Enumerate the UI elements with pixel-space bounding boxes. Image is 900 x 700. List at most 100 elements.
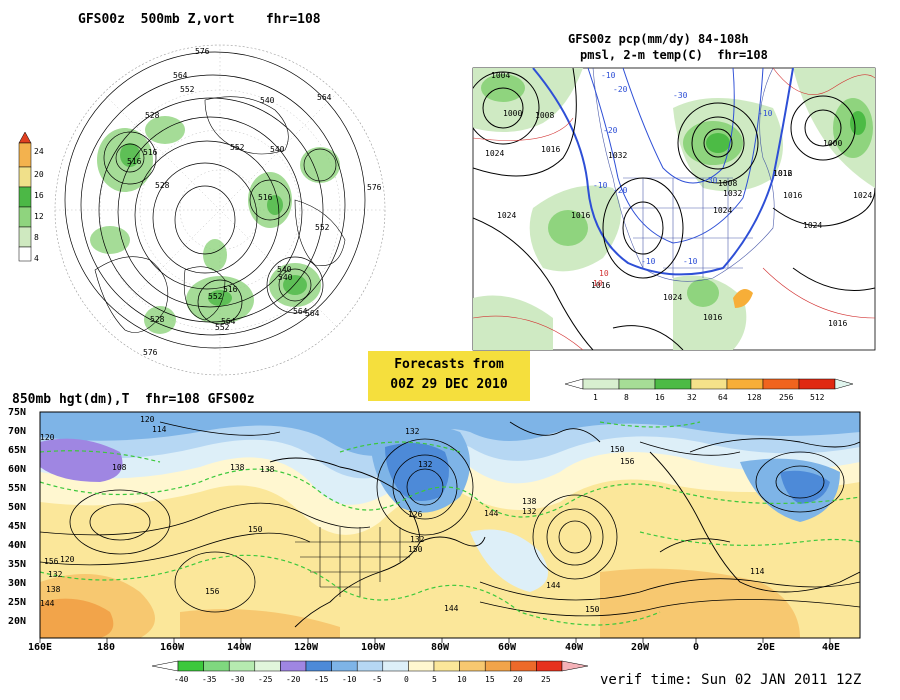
h850-height-label: 150 xyxy=(408,545,423,554)
verif-time: verif time: Sun 02 JAN 2011 12Z xyxy=(600,672,862,688)
h850-height-label: 120 xyxy=(40,433,55,442)
h850-height-label: 114 xyxy=(750,567,765,576)
pcp-cb-tick: 8 xyxy=(624,393,629,402)
vort-contour-label: 564 xyxy=(317,93,332,102)
lat-label: 60N xyxy=(8,464,27,475)
h850-cb-tick: -10 xyxy=(342,675,357,684)
lat-label: 40N xyxy=(8,540,27,551)
h850-cb-swatch xyxy=(433,660,460,672)
lat-label: 50N xyxy=(8,502,27,513)
h850-height-label: 114 xyxy=(152,425,167,434)
lat-label: 75N xyxy=(8,407,27,418)
vort-contour-label: 540 xyxy=(277,265,292,274)
vort-contour-label: 552 xyxy=(208,292,223,301)
vort-contour-label: 540 xyxy=(278,273,293,282)
h850-cb-tick: 5 xyxy=(432,675,437,684)
lat-label: 25N xyxy=(8,597,27,608)
pcp-isobar-label: 1008 xyxy=(535,111,554,120)
pcp-map: 1004 1000 1008 1016 1024 1024 1032 1016 … xyxy=(472,67,876,351)
h850-height-label: 132 xyxy=(405,427,420,436)
lon-label: 120W xyxy=(294,642,319,653)
vort-contour-label: 540 xyxy=(260,96,275,105)
lon-label: 20W xyxy=(631,642,650,653)
h850-height-label: 120 xyxy=(60,555,75,564)
h850-cb-swatch xyxy=(331,660,358,672)
pcp-cb-tick: 256 xyxy=(779,393,794,402)
h850-height-label: 108 xyxy=(112,463,127,472)
h850-cb-tick: -25 xyxy=(258,675,273,684)
pcp-cb-swatch xyxy=(762,378,800,390)
h850-cb-tick: 10 xyxy=(457,675,467,684)
vort-contour-label: 516 xyxy=(258,193,273,202)
vort-contour-label: 576 xyxy=(143,348,158,357)
vort-contour-label: 564 xyxy=(305,309,320,318)
pcp-panel-title-line1: GFS00z pcp(mm/dy) 84-108h xyxy=(568,32,749,46)
h850-height-label: 126 xyxy=(408,510,423,519)
vort-polar-map: 576 564 552 540 528 516 552 540 516 564 … xyxy=(54,44,386,376)
pcp-panel-title-line2: pmsl, 2-m temp(C) fhr=108 xyxy=(580,48,768,62)
pcp-isobar-label: 1024 xyxy=(853,191,872,200)
vort-contour-label: 540 xyxy=(270,145,285,154)
pcp-temp-label: -20 xyxy=(613,186,628,195)
h850-height-label: 132 xyxy=(410,535,425,544)
vort-contour-label: 552 xyxy=(315,223,330,232)
h850-height-label: 150 xyxy=(248,525,263,534)
h850-cb-tick: -30 xyxy=(230,675,245,684)
h850-cb-tick: 0 xyxy=(404,675,409,684)
h850-height-label: 144 xyxy=(444,604,459,613)
h850-cb-swatch xyxy=(177,660,204,672)
vort-cb-tick: 24 xyxy=(34,147,44,156)
vort-contour-label: 528 xyxy=(155,181,170,190)
lon-label: 100W xyxy=(361,642,386,653)
h850-height-label: 156 xyxy=(44,557,59,566)
vort-contour-label: 564 xyxy=(173,71,188,80)
h850-cb-tick: -15 xyxy=(314,675,329,684)
h850-colorbar: -40 -35 -30 -25 -20 -15 -10 -5 0 5 10 15… xyxy=(151,660,589,684)
forecast-info-box: Forecasts from 00Z 29 DEC 2010 xyxy=(368,351,530,401)
vort-contour-label: 552 xyxy=(180,85,195,94)
lat-label: 35N xyxy=(8,559,27,570)
h850-cb-tick: 20 xyxy=(513,675,523,684)
pcp-isobar-label: 1024 xyxy=(663,293,682,302)
h850-height-label: 120 xyxy=(140,415,155,424)
pcp-isobar-label: 1024 xyxy=(485,149,504,158)
h850-height-label: 144 xyxy=(40,599,55,608)
pcp-cb-swatch xyxy=(798,378,836,390)
pcp-cb-swatch xyxy=(618,378,656,390)
h850-height-label: 138 xyxy=(230,463,245,472)
h850-height-label: 132 xyxy=(522,507,537,516)
h850-cb-swatch xyxy=(203,660,230,672)
h850-height-label: 144 xyxy=(546,581,561,590)
pcp-isobar-label: 1016 xyxy=(591,281,610,290)
lon-label: 180 xyxy=(97,642,116,653)
vort-cb-tick: 4 xyxy=(34,254,39,263)
pcp-isobar-label: 1032 xyxy=(608,151,627,160)
vort-contour-label: 528 xyxy=(145,111,160,120)
forecast-line2: 00Z 29 DEC 2010 xyxy=(390,377,508,392)
pcp-temp-label: -20 xyxy=(603,126,618,135)
pcp-temp-label: -10 xyxy=(641,257,656,266)
h850-height-label: 156 xyxy=(620,457,635,466)
h850-cb-tick: -20 xyxy=(286,675,301,684)
pcp-isobar-label: 1004 xyxy=(491,71,510,80)
pcp-isobar-label: 1024 xyxy=(497,211,516,220)
lat-label: 20N xyxy=(8,616,27,627)
vort-cb-tick: 8 xyxy=(34,233,39,242)
pcp-isobar-label: 1024 xyxy=(803,221,822,230)
pcp-cb-tick: 32 xyxy=(687,393,697,402)
h850-height-label: 144 xyxy=(484,509,499,518)
pcp-isobar-label: 1016 xyxy=(828,319,847,328)
vort-contour-label: 564 xyxy=(293,307,308,316)
h850-cb-tick: -35 xyxy=(202,675,217,684)
pcp-cb-tick: 512 xyxy=(810,393,825,402)
pcp-cb-tick: 128 xyxy=(747,393,762,402)
pcp-isobar-label: 1024 xyxy=(713,206,732,215)
h850-height-label: 132 xyxy=(48,570,63,579)
lon-label: 40E xyxy=(822,642,841,653)
h850-cb-tick: -40 xyxy=(174,675,189,684)
pcp-cb-tick: 1 xyxy=(593,393,598,402)
pcp-cb-tick: 64 xyxy=(718,393,728,402)
vort-cb-tick: 16 xyxy=(34,191,44,200)
pcp-isobar-label: 1016 xyxy=(703,313,722,322)
h850-height-label: 138 xyxy=(46,585,61,594)
